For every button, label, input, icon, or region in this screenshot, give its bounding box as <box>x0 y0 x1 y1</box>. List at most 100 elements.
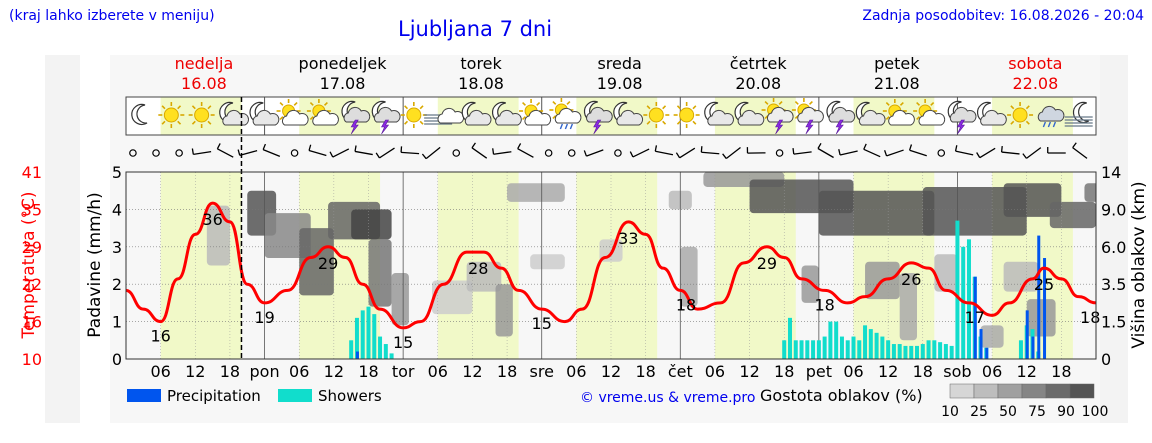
wind-barb-feather <box>1022 153 1027 159</box>
showers-bar <box>782 340 787 359</box>
precip-tick-label: 4 <box>112 200 122 219</box>
cloud-density-legend-swatch <box>973 383 999 399</box>
temperature-value-label: 36 <box>202 210 222 229</box>
sun-ray <box>207 105 212 110</box>
showers-bar <box>926 340 931 359</box>
precip-axis-label: Padavine (mm/h) <box>85 192 105 337</box>
sun-disc <box>406 107 422 123</box>
showers-bar <box>378 336 383 359</box>
sun-ray <box>309 116 314 121</box>
sun-ray <box>207 120 212 125</box>
day-name: sobota <box>1008 54 1062 73</box>
wind-barb-feather <box>675 152 681 159</box>
temperature-value-label: 18 <box>814 295 834 314</box>
fog-night-icon <box>1064 101 1093 127</box>
x-tick-label: 18 <box>497 362 517 381</box>
temperature-value-label: 28 <box>468 259 488 278</box>
cloud-shape <box>312 109 339 126</box>
wind-barb-icon <box>908 144 927 157</box>
wind-barb-icon <box>746 147 766 154</box>
precipitation-bar <box>1037 235 1041 359</box>
wind-barb-icon <box>471 142 488 159</box>
showers-bar <box>799 340 804 359</box>
wind-barb-icon <box>492 148 512 155</box>
wind-barb-icon <box>517 143 534 158</box>
precip-tick-label: 5 <box>112 163 122 182</box>
wind-barb-feather <box>817 142 822 149</box>
wind-barb-shaft <box>379 147 395 159</box>
cloud-shape <box>1037 105 1065 122</box>
temp-tick-label: 22 <box>22 275 42 294</box>
precipitation-bar <box>355 351 359 359</box>
cloud-height-tick-label: 14 <box>1101 163 1121 182</box>
temperature-value-label: 16 <box>150 327 170 346</box>
precipitation-bar <box>979 329 983 359</box>
cloud-shape <box>766 106 794 123</box>
x-tick-label: 06 <box>705 362 725 381</box>
temperature-value-label: 17 <box>965 308 985 327</box>
wind-barb-feather <box>883 150 888 157</box>
wind-barb-icon <box>1047 147 1066 154</box>
wind-barb-feather <box>954 145 958 152</box>
x-tick-label: 18 <box>358 362 378 381</box>
cloud-density-patch <box>530 254 565 270</box>
cloud-density-patch <box>1003 183 1062 217</box>
temperature-line <box>126 201 1096 330</box>
wind-barb-icon <box>262 143 281 157</box>
x-tick-label: 12 <box>324 362 344 381</box>
bolt-shape <box>956 119 966 135</box>
wind-barb-feather <box>654 145 658 152</box>
wind-barb-shaft <box>1026 147 1042 159</box>
wind-barb-feather <box>354 145 357 152</box>
left-axis-panel <box>45 55 80 423</box>
sun-ray <box>404 105 409 110</box>
moon-cloud-icon <box>461 101 492 126</box>
temp-tick-label: 35 <box>22 200 42 219</box>
right-axis-panel <box>1100 55 1128 423</box>
sun-ray <box>662 105 667 110</box>
sun-cloud-icon <box>913 99 946 126</box>
showers-bar <box>909 345 914 359</box>
showers-bar <box>834 321 839 359</box>
cloud-shape <box>707 109 734 126</box>
sun-ray <box>646 120 651 125</box>
wind-barb-shaft <box>955 150 974 156</box>
showers-bar <box>903 345 908 359</box>
wind-barb-shaft <box>401 151 420 155</box>
x-tick-label: čet <box>668 362 693 381</box>
wind-barb-feather <box>838 149 841 156</box>
rain-drop <box>564 123 569 130</box>
temperature-value-label: 26 <box>901 270 921 289</box>
sun-icon <box>188 102 215 128</box>
wind-calm-icon <box>290 149 299 157</box>
wind-barb-icon <box>216 143 234 158</box>
wind-barb-feather <box>375 152 380 159</box>
wind-barb-icon <box>863 143 881 158</box>
cloud-density-patch <box>934 254 958 292</box>
cloud-shape <box>858 109 886 126</box>
rain-drop <box>559 123 564 130</box>
sun-icon <box>673 102 700 128</box>
wind-barb-shaft <box>679 147 696 159</box>
sun-ray <box>808 100 813 105</box>
temp-tick-label: 10 <box>22 350 42 369</box>
bolt-shape <box>775 119 784 135</box>
sun-ray <box>692 120 697 125</box>
wind-barb-icon <box>1072 142 1088 159</box>
wind-barb-icon <box>629 148 650 158</box>
wind-barb-shaft <box>863 148 881 158</box>
sun-rain-icon <box>549 98 582 130</box>
cloud-height-tick-label: 9.0 <box>1101 200 1126 219</box>
day-name: četrtek <box>730 54 788 73</box>
showers-bar <box>354 317 359 359</box>
wind-barb-shaft <box>839 150 858 156</box>
precip-tick-label: 2 <box>112 275 122 294</box>
wind-barb-shaft <box>1072 147 1088 159</box>
sun-ray <box>676 105 681 110</box>
wind-barb-feather <box>517 143 522 149</box>
day-name: petek <box>874 54 920 73</box>
cloud-height-tick-label: 6.0 <box>1101 238 1126 257</box>
cloud-density-patch <box>980 325 1004 348</box>
wind-barb-shaft <box>425 146 441 160</box>
showers-bar <box>816 340 821 359</box>
